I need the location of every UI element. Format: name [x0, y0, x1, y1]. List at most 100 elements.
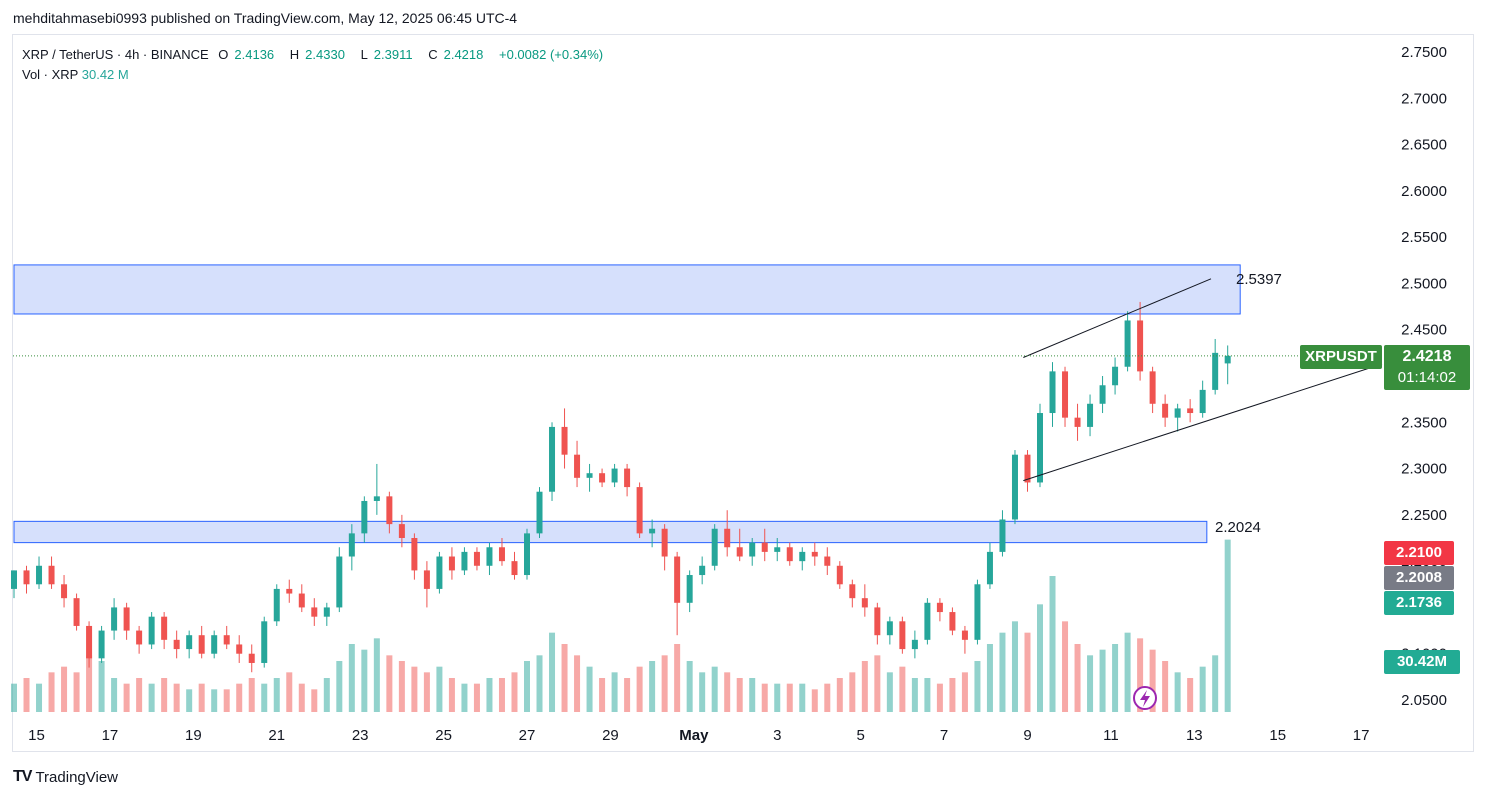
volume-bar	[1024, 632, 1031, 712]
y-tick-label: 2.7000	[1401, 90, 1447, 107]
volume-bar	[211, 689, 218, 712]
candle-body	[461, 551, 468, 571]
y-tick-label: 2.0500	[1401, 692, 1447, 709]
volume-bar	[1199, 666, 1206, 712]
volume-bar	[298, 683, 305, 712]
candle-body	[949, 612, 956, 631]
volume-label[interactable]: Vol · XRP	[22, 67, 79, 82]
volume-bar	[749, 678, 756, 712]
candle-body	[1087, 403, 1094, 427]
chart-frame[interactable]	[12, 34, 1474, 752]
x-tick-label: 21	[268, 727, 285, 744]
low-label: L	[360, 47, 368, 62]
candle-body	[336, 556, 343, 608]
candle-body	[1099, 385, 1106, 404]
candle-body	[674, 556, 681, 603]
candle-body	[811, 551, 818, 557]
candle-body	[1224, 355, 1231, 364]
x-tick-label: May	[679, 727, 709, 744]
volume-bar	[261, 683, 268, 712]
candle-body	[311, 607, 318, 617]
candle-body	[774, 547, 781, 552]
volume-bar	[236, 683, 243, 712]
volume-bar	[686, 661, 693, 712]
volume-bar	[36, 683, 43, 712]
volume-bar	[136, 678, 143, 712]
volume-bar	[1212, 655, 1219, 712]
volume-bar	[736, 678, 743, 712]
change-value: +0.0082 (+0.34%)	[499, 47, 604, 62]
candle-body	[211, 635, 218, 654]
candle-body	[423, 570, 430, 589]
publish-info: mehditahmasebi0993 published on TradingV…	[13, 10, 518, 26]
volume-bar	[411, 666, 418, 712]
volume-bar	[911, 678, 918, 712]
volume-bar	[886, 672, 893, 712]
y-tick-label: 2.7500	[1401, 44, 1447, 61]
volume-bar	[1174, 672, 1181, 712]
y-tick-label: 2.5000	[1401, 275, 1447, 292]
y-tick-label: 2.5500	[1401, 229, 1447, 246]
candle-body	[836, 565, 843, 585]
candle-body	[223, 635, 230, 645]
candle-body	[1074, 417, 1081, 427]
volume-bar	[524, 661, 530, 712]
volume-bar	[536, 655, 543, 712]
volume-bar	[86, 655, 93, 712]
candle-body	[936, 602, 943, 613]
volume-bar	[999, 632, 1006, 712]
zone-rect-0	[13, 264, 1241, 315]
volume-bar	[98, 661, 105, 712]
volume-bar	[574, 655, 581, 712]
volume-bar	[599, 678, 606, 712]
candle-body	[73, 598, 80, 626]
symbol-tag[interactable]: XRPUSDT	[1300, 345, 1382, 369]
candle-body	[524, 533, 530, 576]
candle-body	[899, 621, 906, 650]
volume-bar	[486, 678, 493, 712]
volume-bar	[549, 632, 556, 712]
x-tick-label: 3	[773, 727, 781, 744]
candle-body	[411, 538, 418, 571]
candle-body	[1124, 320, 1131, 367]
candle-body	[749, 542, 756, 557]
candle-body	[398, 524, 405, 538]
volume-bar	[586, 666, 593, 712]
volume-bar	[398, 661, 405, 712]
tv-logo-icon: TV	[13, 768, 32, 785]
candle-body	[561, 426, 568, 455]
candle-body	[1049, 371, 1056, 414]
volume-bar	[1124, 632, 1131, 712]
volume-bar	[761, 683, 768, 712]
x-tick-label: 15	[1269, 727, 1286, 744]
zone-rect-1	[13, 520, 1208, 544]
candle-body	[711, 528, 718, 566]
candle-body	[286, 588, 293, 594]
volume-bar	[724, 672, 731, 712]
candle-body	[849, 584, 856, 599]
high-label: H	[289, 47, 300, 62]
volume-bar	[223, 689, 230, 712]
candle-body	[236, 644, 243, 654]
candle-body	[736, 547, 743, 557]
volume-bar	[1049, 576, 1056, 712]
volume-bar	[448, 678, 455, 712]
candle-body	[986, 551, 993, 585]
tradingview-logo[interactable]: TV TradingView	[13, 768, 118, 786]
volume-bar	[636, 666, 643, 712]
symbol-info[interactable]: XRP / TetherUS · 4h · BINANCE	[22, 47, 209, 62]
zone-bottom-label: 2.2024	[1215, 519, 1261, 536]
lightning-bolt	[1140, 690, 1150, 707]
candle-body	[98, 630, 105, 659]
volume-bar	[336, 661, 343, 712]
candle-body	[148, 616, 155, 645]
volume-bar	[1112, 644, 1119, 712]
candle-body	[361, 500, 368, 534]
candle-body	[1162, 403, 1169, 418]
close-value: 2.4218	[443, 47, 484, 62]
last-price-tag[interactable]: 2.4218 01:14:02	[1384, 345, 1470, 390]
y-tick-label: 2.4500	[1401, 322, 1447, 339]
volume-bar	[661, 655, 668, 712]
